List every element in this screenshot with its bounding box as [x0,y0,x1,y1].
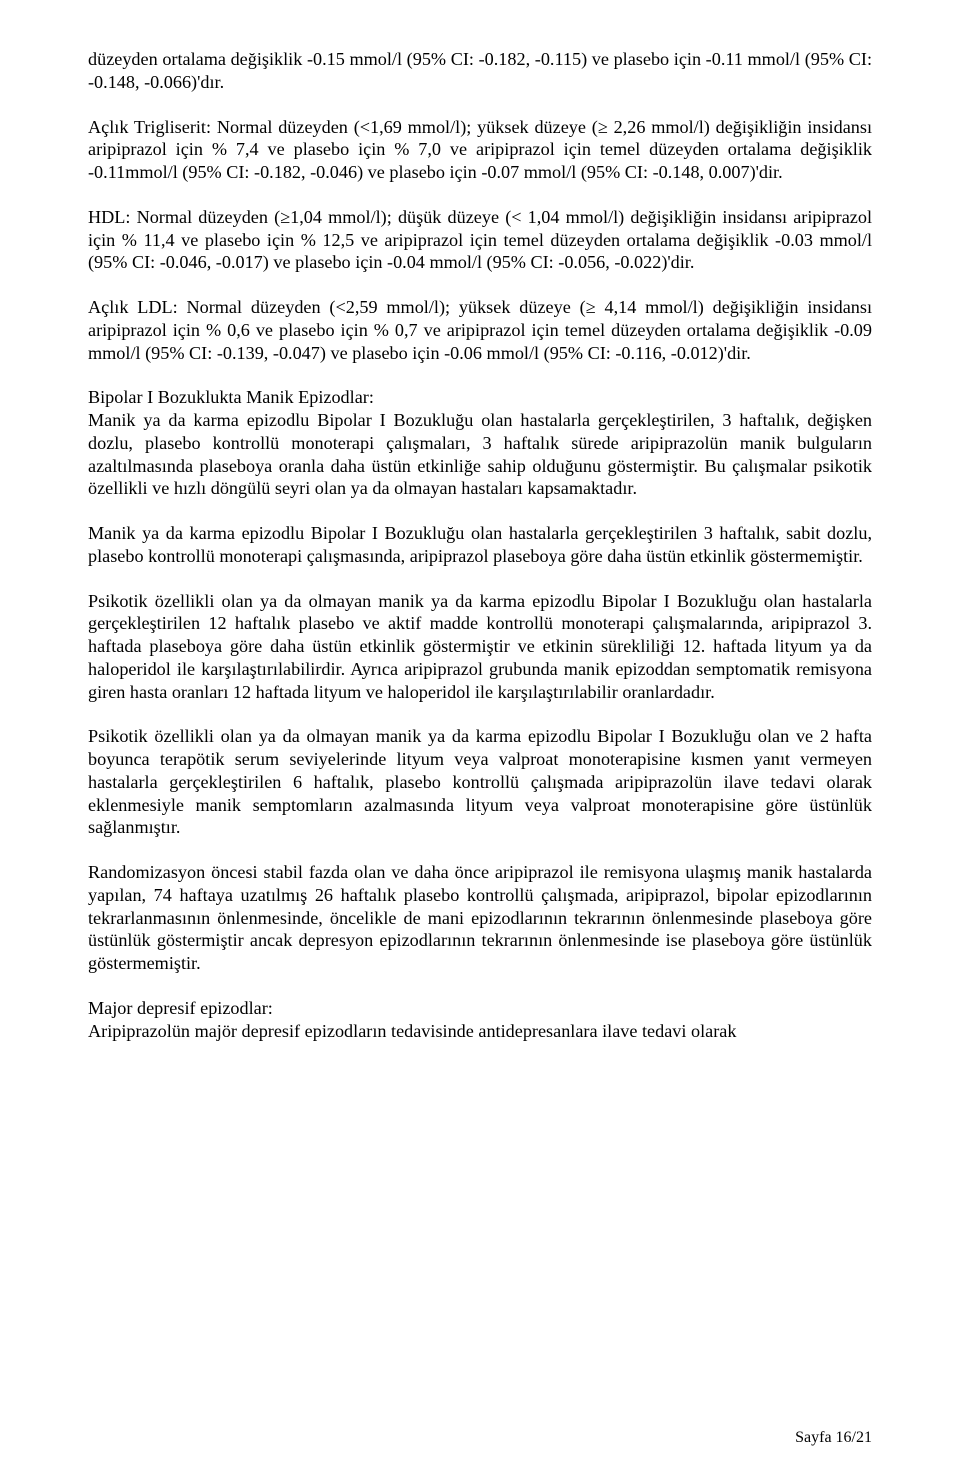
section-heading-bipolar: Bipolar I Bozuklukta Manik Epizodlar: [88,386,872,409]
section-heading-major-depressive: Major depresif epizodlar: [88,997,872,1020]
paragraph: Manik ya da karma epizodlu Bipolar I Boz… [88,409,872,500]
paragraph: Açlık Trigliserit: Normal düzeyden (<1,6… [88,116,872,184]
paragraph: Psikotik özellikli olan ya da olmayan ma… [88,590,872,704]
paragraph: Manik ya da karma epizodlu Bipolar I Boz… [88,522,872,568]
paragraph: düzeyden ortalama değişiklik -0.15 mmol/… [88,48,872,94]
page-footer: Sayfa 16/21 [795,1428,872,1448]
paragraph: Psikotik özellikli olan ya da olmayan ma… [88,725,872,839]
paragraph: HDL: Normal düzeyden (≥1,04 mmol/l); düş… [88,206,872,274]
paragraph: Aripiprazolün majör depresif epizodların… [88,1020,872,1043]
paragraph: Randomizasyon öncesi stabil fazda olan v… [88,861,872,975]
document-page: düzeyden ortalama değişiklik -0.15 mmol/… [0,0,960,1476]
paragraph: Açlık LDL: Normal düzeyden (<2,59 mmol/l… [88,296,872,364]
